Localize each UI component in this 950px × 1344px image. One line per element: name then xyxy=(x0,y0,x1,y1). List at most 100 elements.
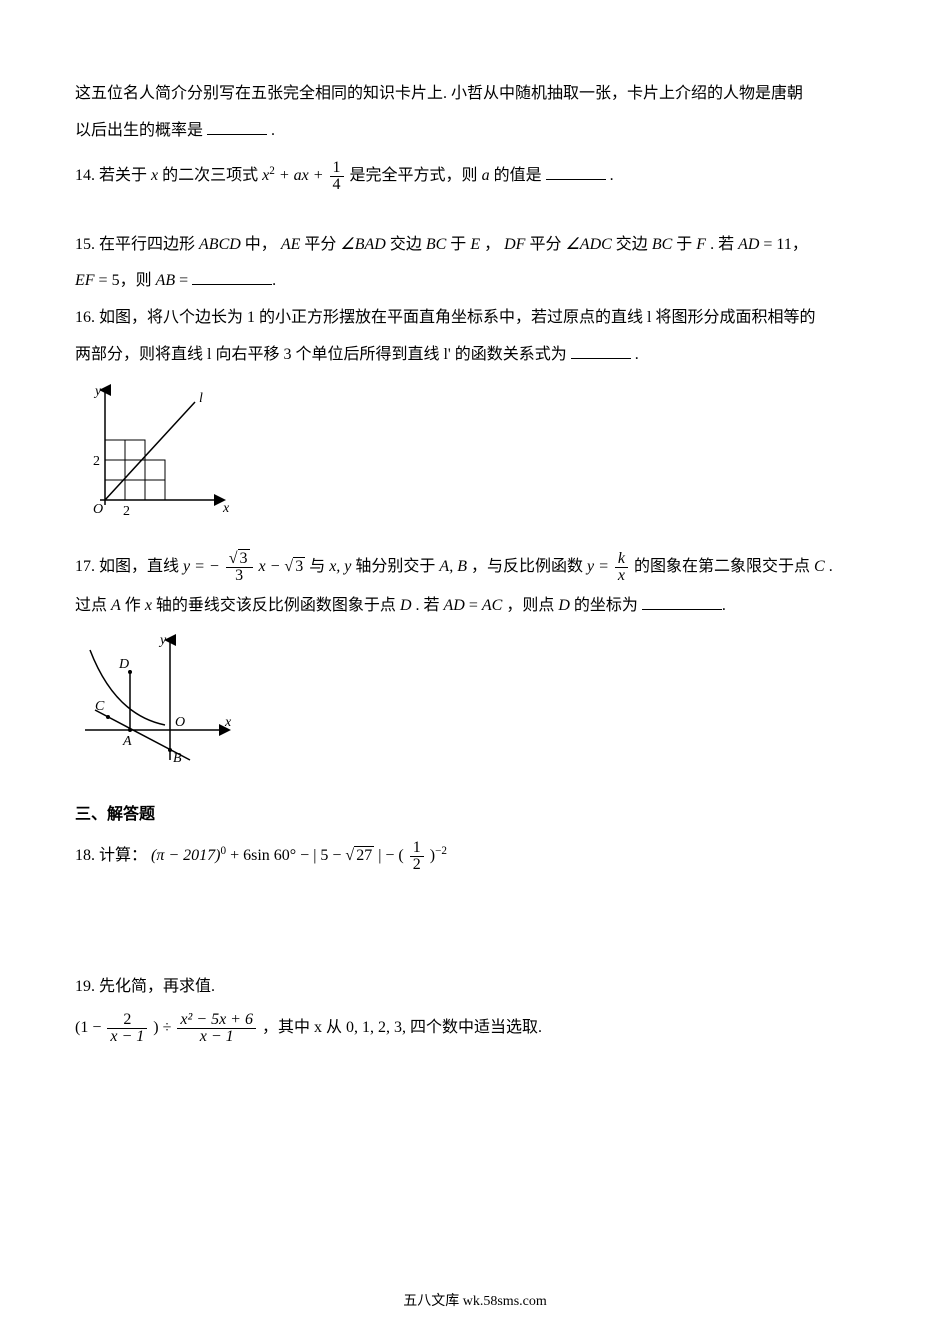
q19-b: ) ÷ xyxy=(153,1019,175,1036)
q14-a: a xyxy=(478,167,494,184)
q17-m6: 作 xyxy=(121,597,145,614)
q13-text1: 这五位名人简介分别写在五张完全相同的知识卡片上. 小哲从中随机抽取一张，卡片上介… xyxy=(75,85,803,102)
q15-p: 15. 在平行四边形 xyxy=(75,236,199,253)
q15-ef: EF xyxy=(75,272,95,289)
q17-eq: = xyxy=(465,597,482,614)
q16-t1: 16. 如图，将八个边长为 1 的小正方形摆放在平面直角坐标系中，若过原点的直线… xyxy=(75,309,815,326)
q18-fd: 2 xyxy=(410,857,424,873)
q15-eq: = xyxy=(175,272,192,289)
q14-e1b: + ax + xyxy=(275,167,328,184)
g1-ty: 2 xyxy=(93,454,100,469)
graph2-svg: y x D C A O B xyxy=(75,630,235,770)
q16-line2: 两部分，则将直线 l 向右平移 3 个单位后所得到直线 l' 的函数关系式为 . xyxy=(75,341,875,370)
q15-f: F xyxy=(696,236,706,253)
q17-blank xyxy=(642,594,722,610)
q17-l2p: 过点 xyxy=(75,597,111,614)
q15-e: E xyxy=(470,236,480,253)
q14-den: 4 xyxy=(330,177,344,193)
q15-bc2: BC xyxy=(652,236,672,253)
q13-blank xyxy=(207,119,267,135)
q15-df: DF xyxy=(500,236,529,253)
q17-f1: √3 3 xyxy=(226,551,253,584)
q17-f2: k x xyxy=(615,551,628,584)
q17-m5: . xyxy=(825,558,833,575)
q17-m7: 轴的垂线交该反比例函数图象于点 xyxy=(152,597,400,614)
q15-m9: . 若 xyxy=(706,236,738,253)
q17-m9: ，则点 xyxy=(502,597,558,614)
q15-comma: ， xyxy=(792,236,808,253)
g2-O: O xyxy=(175,715,185,730)
q19-a: (1 − xyxy=(75,1019,105,1036)
q17-yeq: y = − xyxy=(183,558,224,575)
q15-abcd: ABCD xyxy=(199,236,241,253)
q17-m4: 的图象在第二象限交于点 xyxy=(634,558,814,575)
q17-ad: AD xyxy=(444,597,465,614)
q16-line1: 16. 如图，将八个边长为 1 的小正方形摆放在平面直角坐标系中，若过原点的直线… xyxy=(75,304,875,333)
q19-f2n: x² − 5x + 6 xyxy=(177,1012,256,1029)
g2-x: x xyxy=(224,715,232,730)
q17-line2: 过点 A 作 x 轴的垂线交该反比例函数图象于点 D . 若 AD = AC ，… xyxy=(75,592,875,621)
q18: 18. 计算： (π − 2017)0 + 6sin 60° − | 5 − √… xyxy=(75,840,875,873)
figure-2: y x D C A O B xyxy=(75,630,875,781)
q13-line1: 这五位名人简介分别写在五张完全相同的知识卡片上. 小哲从中随机抽取一张，卡片上介… xyxy=(75,80,875,109)
q17-f1n: √3 xyxy=(226,551,253,568)
q18-a: (π − 2017) xyxy=(151,847,220,864)
g2-y: y xyxy=(158,633,167,648)
q19-f1: 2 x − 1 xyxy=(107,1012,147,1045)
q18-b: + 6sin 60° − | 5 − xyxy=(230,847,345,864)
q18-frac: 1 2 xyxy=(410,840,424,873)
g2-B: B xyxy=(173,751,182,766)
g2-D: D xyxy=(118,657,129,672)
q15-m2: 平分 xyxy=(304,236,340,253)
g1-y: y xyxy=(93,384,102,399)
q14-suf: 的值是 xyxy=(494,167,542,184)
q15-m3: 交边 xyxy=(386,236,426,253)
q14: 14. 若关于 x 的二次三项式 x2 + ax + 14 是完全平方式，则 a… xyxy=(75,160,875,193)
q17-suf: 的坐标为 xyxy=(570,597,638,614)
q17-m2: 轴分别交于 xyxy=(351,558,439,575)
q14-m2: 是完全平方式，则 xyxy=(350,167,478,184)
q17-d: D xyxy=(400,597,412,614)
q17-f1d: 3 xyxy=(226,568,253,584)
q18-sqrt: √27 xyxy=(345,846,374,864)
q17-period: . xyxy=(722,597,726,614)
q17-line1: 17. 如图，直线 y = − √3 3 x − √3 与 x, y 轴分别交于… xyxy=(75,551,875,584)
q17-xy: x, y xyxy=(329,558,351,575)
q19-f1n: 2 xyxy=(107,1012,147,1029)
q15-m8: 于 xyxy=(672,236,696,253)
q17-s3: √3 xyxy=(284,557,305,575)
q15-m5: ， xyxy=(480,236,500,253)
q14-blank xyxy=(546,164,606,180)
q15-ae: AE xyxy=(277,236,305,253)
q19-expr: (1 − 2 x − 1 ) ÷ x² − 5x + 6 x − 1 ，其中 x… xyxy=(75,1012,875,1045)
q15-eq5: = 5 xyxy=(95,272,120,289)
q17-x: x xyxy=(145,597,152,614)
q14-m1: 的二次三项式 xyxy=(162,167,258,184)
q16-t2: 两部分，则将直线 l 向右平移 3 个单位后所得到直线 l' 的函数关系式为 xyxy=(75,346,567,363)
q18-p: 18. 计算： xyxy=(75,847,147,864)
q15-ab: AB xyxy=(156,272,176,289)
q13-text2: 以后出生的概率是 xyxy=(75,122,203,139)
g2-A: A xyxy=(122,734,132,749)
q14-num: 1 xyxy=(330,160,344,177)
q19-title: 19. 先化简，再求值. xyxy=(75,973,875,1002)
q17-ab: A, B xyxy=(439,558,467,575)
q14-p1: 14. 若关于 xyxy=(75,167,147,184)
q17-c: C xyxy=(814,558,825,575)
q15-line2: EF = 5，则 AB = . xyxy=(75,267,875,296)
q17-yeq2: y = xyxy=(587,558,613,575)
q18-exp: −2 xyxy=(435,845,447,857)
q15-adc: ∠ADC xyxy=(565,236,611,253)
q17-xm: x − xyxy=(259,558,285,575)
footer: 五八文库 wk.58sms.com xyxy=(0,1289,950,1314)
q17-m3: ，与反比例函数 xyxy=(467,558,587,575)
g2-C: C xyxy=(95,699,105,714)
q17-p: 17. 如图，直线 xyxy=(75,558,183,575)
q19-suf: ，其中 x 从 0, 1, 2, 3, 四个数中适当选取. xyxy=(262,1019,542,1036)
q15-blank xyxy=(192,269,272,285)
q15-bc1: BC xyxy=(426,236,446,253)
q15-then: ，则 xyxy=(120,272,156,289)
q15-period: . xyxy=(272,272,276,289)
q18-c: | − ( xyxy=(378,847,404,864)
q16-period: . xyxy=(635,346,639,363)
